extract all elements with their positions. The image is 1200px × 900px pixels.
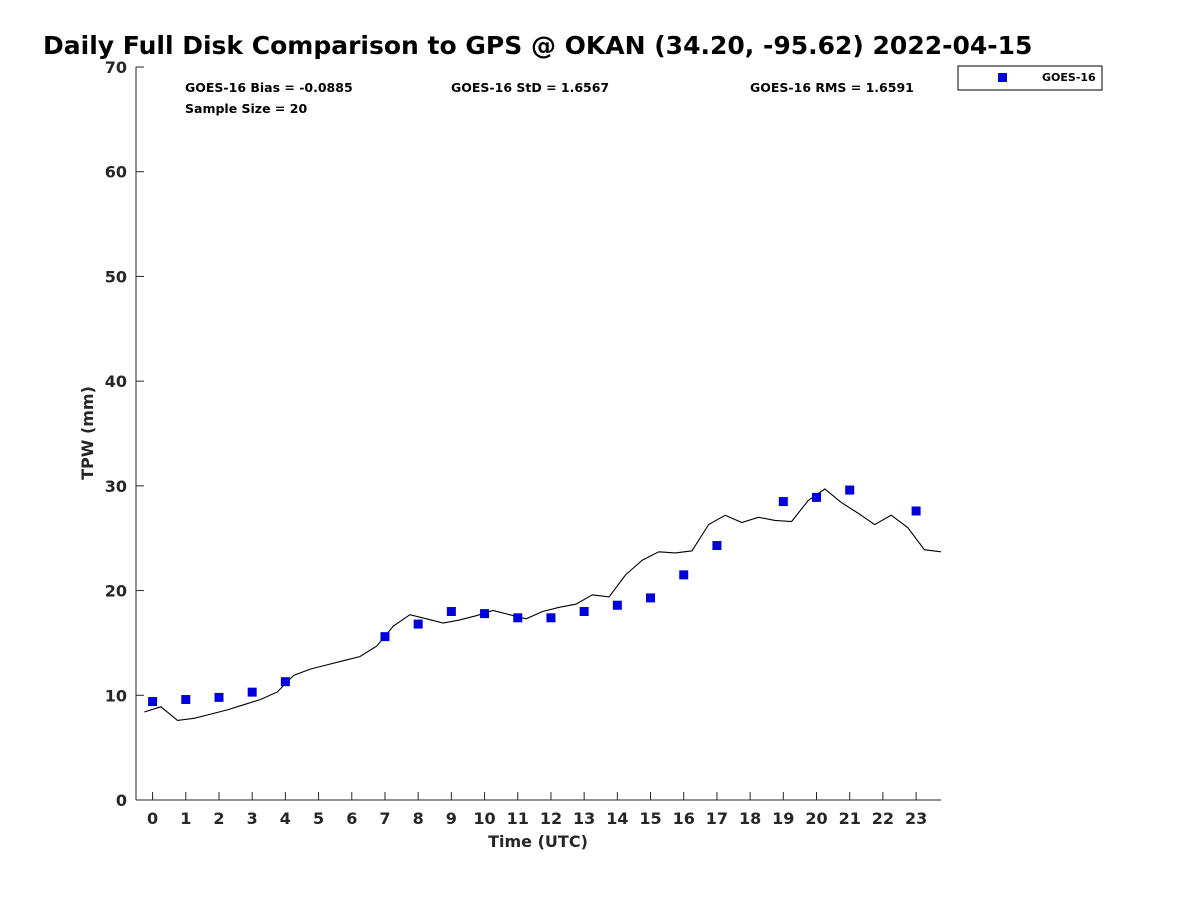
goes16-data-point xyxy=(280,677,290,687)
x-ticks: 0 1 2 3 4 5 6 7 8 9 10 11 12 13 14 15 16 17 18 19 20 21 22 23 xyxy=(147,792,927,828)
x-tick-label: 9 xyxy=(446,809,457,828)
goes16-data-point xyxy=(911,506,921,516)
y-tick-label: 10 xyxy=(105,686,127,705)
y-tick-label: 40 xyxy=(105,372,127,391)
x-tick-label: 2 xyxy=(213,809,224,828)
goes16-data-point xyxy=(778,497,788,507)
sample-size-stat: Sample Size = 20 xyxy=(185,101,307,116)
x-tick-label: 8 xyxy=(413,809,424,828)
goes16-data-point xyxy=(712,541,722,551)
goes16-data-point xyxy=(579,607,589,617)
x-tick-label: 6 xyxy=(346,809,357,828)
x-tick-label: 5 xyxy=(313,809,324,828)
bias-stat: GOES-16 Bias = -0.0885 xyxy=(185,80,353,95)
y-axis-label: TPW (mm) xyxy=(78,386,97,480)
goes16-data-point xyxy=(214,692,224,702)
gps-line-layer xyxy=(144,488,942,721)
goes16-data-point xyxy=(812,492,822,502)
x-tick-label: 17 xyxy=(706,809,728,828)
x-tick-label: 20 xyxy=(805,809,827,828)
x-tick-label: 1 xyxy=(180,809,191,828)
x-tick-label: 12 xyxy=(540,809,562,828)
std-stat: GOES-16 StD = 1.6567 xyxy=(451,80,609,95)
x-tick-label: 19 xyxy=(772,809,794,828)
x-tick-label: 4 xyxy=(280,809,291,828)
x-tick-label: 21 xyxy=(839,809,861,828)
legend-box xyxy=(957,65,1103,91)
goes16-data-point xyxy=(646,593,656,603)
y-tick-label: 30 xyxy=(105,477,127,496)
goes16-data-point xyxy=(612,600,622,610)
legend-marker xyxy=(998,73,1007,82)
goes16-data-point xyxy=(480,609,490,619)
y-tick-label: 0 xyxy=(116,791,127,810)
y-tick-label: 60 xyxy=(105,163,127,182)
goes16-data-point xyxy=(413,619,423,629)
x-tick-label: 18 xyxy=(739,809,761,828)
goes16-data-point xyxy=(679,570,689,580)
y-tick-label: 70 xyxy=(105,58,127,77)
legend-label: GOES-16 xyxy=(1042,71,1096,84)
gps-tpw-line xyxy=(144,488,942,721)
goes16-data-point xyxy=(513,613,523,623)
y-ticks: 0 10 20 30 40 50 60 70 xyxy=(105,58,144,810)
x-tick-label: 0 xyxy=(147,809,158,828)
x-axis-label: Time (UTC) xyxy=(488,832,588,851)
chart-title: Daily Full Disk Comparison to GPS @ OKAN… xyxy=(43,31,1032,60)
x-tick-label: 11 xyxy=(507,809,529,828)
x-tick-label: 15 xyxy=(639,809,661,828)
goes16-data-point xyxy=(380,632,390,642)
y-tick-label: 20 xyxy=(105,582,127,601)
goes16-marker-layer xyxy=(148,485,921,707)
legend: GOES-16 xyxy=(957,65,1103,91)
goes16-data-point xyxy=(446,607,456,617)
goes16-data-point xyxy=(546,613,556,623)
x-tick-label: 14 xyxy=(606,809,628,828)
plot-area xyxy=(144,485,942,721)
x-tick-label: 23 xyxy=(905,809,927,828)
goes16-data-point xyxy=(247,687,257,697)
x-tick-label: 7 xyxy=(379,809,390,828)
x-tick-label: 16 xyxy=(673,809,695,828)
x-tick-label: 22 xyxy=(872,809,894,828)
goes16-data-point xyxy=(148,697,158,707)
goes16-data-point xyxy=(845,485,855,495)
x-tick-label: 3 xyxy=(247,809,258,828)
goes16-data-point xyxy=(181,694,191,704)
y-tick-label: 50 xyxy=(105,267,127,286)
x-tick-label: 13 xyxy=(573,809,595,828)
rms-stat: GOES-16 RMS = 1.6591 xyxy=(750,80,914,95)
x-tick-label: 10 xyxy=(473,809,495,828)
